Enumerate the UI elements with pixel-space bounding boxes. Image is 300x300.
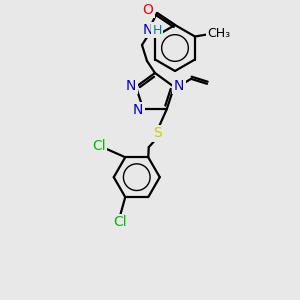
Text: O: O bbox=[142, 3, 153, 17]
Text: Cl: Cl bbox=[92, 139, 106, 153]
Text: N: N bbox=[174, 79, 184, 93]
Text: N: N bbox=[143, 23, 153, 37]
Text: S: S bbox=[153, 126, 162, 140]
Text: H: H bbox=[152, 23, 162, 37]
Text: N: N bbox=[126, 79, 136, 93]
Text: Cl: Cl bbox=[113, 215, 127, 229]
Text: CH₃: CH₃ bbox=[207, 27, 230, 40]
Text: N: N bbox=[133, 103, 143, 117]
